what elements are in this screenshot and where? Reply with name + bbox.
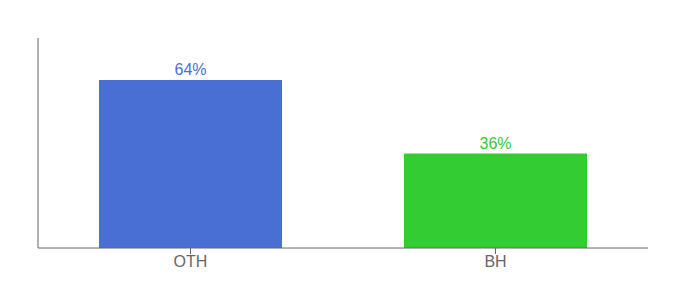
svg-text:64%: 64% [174, 61, 206, 78]
svg-text:BH: BH [484, 253, 506, 270]
svg-text:OTH: OTH [174, 253, 208, 270]
svg-text:36%: 36% [479, 135, 511, 152]
